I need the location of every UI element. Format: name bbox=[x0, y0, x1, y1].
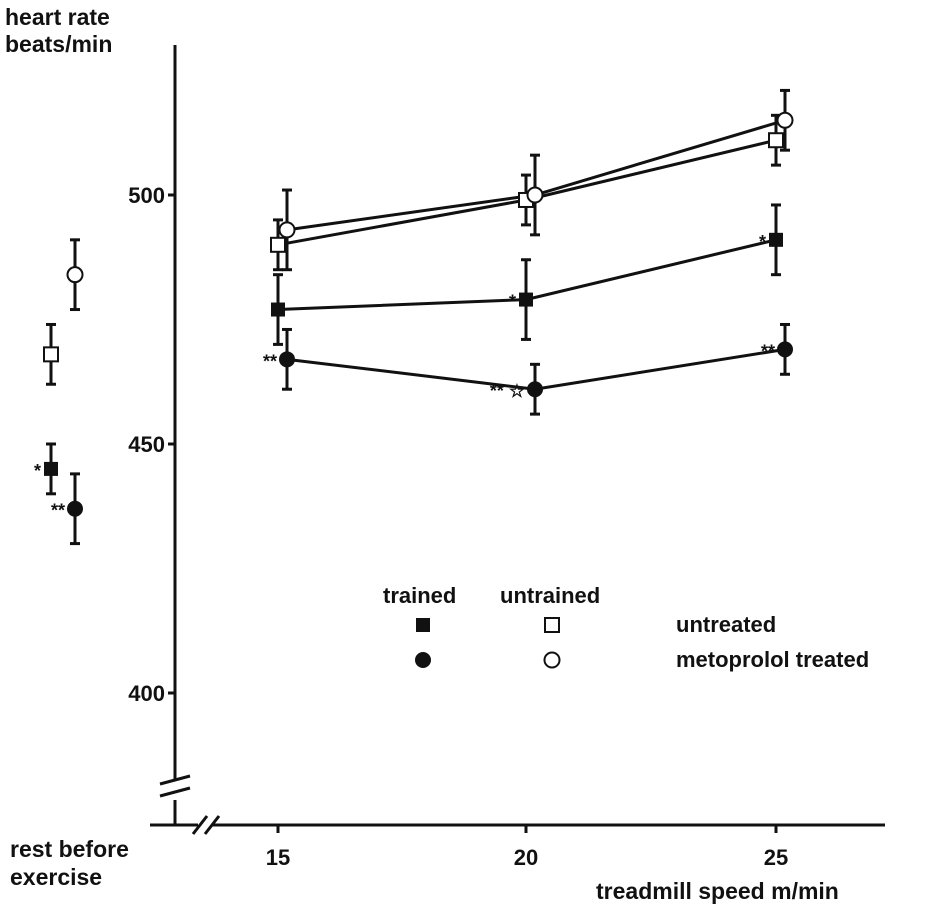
metoprolol-treated-trained-point bbox=[527, 381, 543, 398]
untreated-trained-significance: * bbox=[509, 292, 516, 312]
untreated-untrained-point bbox=[768, 132, 784, 149]
error-bars bbox=[46, 88, 790, 546]
y-tick-label: 400 bbox=[128, 681, 165, 706]
legend-row-untreated: untreated bbox=[676, 612, 776, 637]
series-lines bbox=[277, 118, 786, 391]
metoprolol-treated-untrained-point bbox=[776, 111, 794, 129]
metoprolol-treated-trained-significance: ** ☆ bbox=[490, 381, 526, 401]
metoprolol-treated-trained-point bbox=[279, 351, 295, 368]
y-axis-break-1 bbox=[159, 774, 191, 786]
rest-label-line-1: rest before bbox=[10, 836, 129, 862]
metoprolol-treated-trained-significance: ** bbox=[263, 351, 277, 371]
significance-annotations: ******* ☆**** bbox=[34, 232, 775, 521]
metoprolol-treated-untrained-rest-point bbox=[66, 266, 84, 284]
legend: trained untrained untreated metoprolol t… bbox=[383, 583, 869, 672]
series-markers bbox=[43, 111, 794, 517]
rest-label-line-2: exercise bbox=[10, 864, 102, 890]
x-axis-break-2 bbox=[203, 815, 221, 835]
untreated-untrained-rest-point bbox=[43, 346, 59, 363]
untreated-untrained-point bbox=[270, 236, 286, 253]
untreated-trained-point bbox=[271, 302, 285, 317]
legend-untrained-metoprolol-marker bbox=[543, 651, 561, 669]
x-axis-break-1 bbox=[191, 815, 209, 835]
chart-axes: 400 450 500 15 20 25 bbox=[128, 45, 885, 870]
y-axis-label-line-1: heart rate bbox=[5, 4, 110, 30]
untreated-trained-significance: * bbox=[759, 232, 766, 252]
y-axis-label-line-2: beats/min bbox=[5, 31, 112, 57]
untreated-trained-point bbox=[519, 292, 533, 307]
metoprolol-treated-trained-significance: ** bbox=[761, 341, 775, 361]
x-tick-label: 25 bbox=[764, 845, 788, 870]
x-tick-label: 15 bbox=[266, 845, 290, 870]
untreated-trained-point bbox=[769, 232, 783, 247]
metoprolol-treated-untrained-point bbox=[278, 221, 296, 239]
legend-col-untrained: untrained bbox=[500, 583, 600, 608]
legend-trained-untreated-marker bbox=[416, 618, 430, 632]
legend-row-metoprolol: metoprolol treated bbox=[676, 647, 869, 672]
metoprolol-treated-trained-point bbox=[777, 341, 793, 358]
metoprolol-treated-trained-rest-significance: ** bbox=[51, 501, 65, 521]
metoprolol-treated-trained-rest-point bbox=[67, 500, 83, 517]
legend-col-trained: trained bbox=[383, 583, 456, 608]
y-tick-label: 500 bbox=[128, 183, 165, 208]
legend-trained-metoprolol-marker bbox=[415, 652, 431, 668]
untreated-trained-rest-point bbox=[44, 461, 58, 476]
y-axis-break-2 bbox=[159, 786, 191, 798]
y-tick-label: 450 bbox=[128, 432, 165, 457]
untreated-trained-rest-significance: * bbox=[34, 461, 41, 481]
metoprolol-treated-untrained-point bbox=[526, 186, 544, 204]
x-axis-label: treadmill speed m/min bbox=[596, 878, 839, 904]
x-tick-label: 20 bbox=[514, 845, 538, 870]
legend-untrained-untreated-marker bbox=[544, 617, 560, 633]
